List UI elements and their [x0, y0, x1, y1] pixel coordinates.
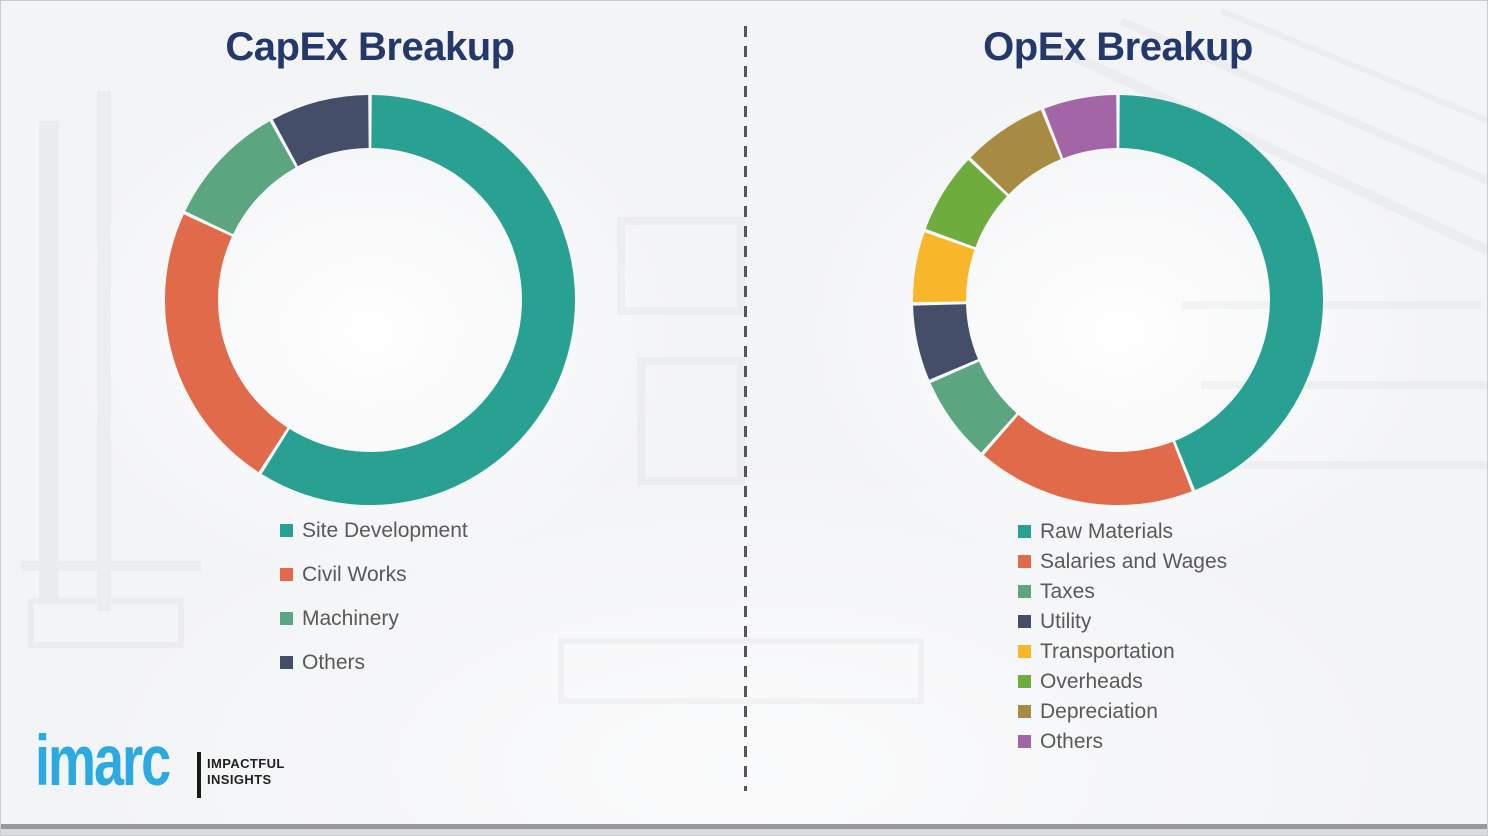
- legend-label: Raw Materials: [1040, 519, 1174, 543]
- imarc-logo-separator-bar: [197, 752, 201, 798]
- bottom-border-line: [1, 824, 1487, 829]
- legend-item-others: Others: [1018, 726, 1227, 756]
- legend-swatch: [1018, 674, 1031, 688]
- donut-segment-transportation: [912, 232, 975, 303]
- legend-swatch: [280, 655, 293, 669]
- capex-legend: Site Development Civil Works Machinery Othe…: [280, 508, 468, 684]
- legend-swatch: [1018, 524, 1031, 538]
- legend-item-transportation: Transportation: [1018, 636, 1227, 666]
- legend-label: Others: [302, 650, 366, 674]
- legend-label: Transportation: [1040, 639, 1175, 663]
- donut-segment-overheads: [925, 160, 1007, 248]
- legend-label: Taxes: [1040, 579, 1095, 603]
- legend-swatch: [280, 523, 293, 537]
- legend-item-civil-works: Civil Works: [280, 552, 468, 596]
- imarc-tagline-line1: IMPACTFUL: [207, 756, 285, 771]
- legend-swatch: [280, 611, 293, 625]
- legend-swatch: [280, 567, 293, 581]
- legend-item-utility: Utility: [1018, 606, 1227, 636]
- legend-label: Utility: [1040, 609, 1092, 633]
- imarc-logo-tagline: IMPACTFUL INSIGHTS: [207, 756, 285, 788]
- donut-segment-others: [1044, 95, 1117, 159]
- bottom-border-strip: [1, 829, 1487, 835]
- legend-item-salaries-and-wages: Salaries and Wages: [1018, 546, 1227, 576]
- legend-label: Salaries and Wages: [1040, 549, 1228, 573]
- legend-item-depreciation: Depreciation: [1018, 696, 1227, 726]
- legend-swatch: [1018, 554, 1031, 568]
- donut-segment-salaries-and-wages: [983, 414, 1192, 506]
- legend-label: Depreciation: [1040, 699, 1158, 723]
- legend-item-taxes: Taxes: [1018, 576, 1227, 606]
- legend-item-machinery: Machinery: [280, 596, 468, 640]
- center-dashed-divider: [744, 26, 747, 791]
- legend-label: Overheads: [1040, 669, 1143, 693]
- capex-donut-chart: [165, 95, 576, 506]
- opex-legend: Raw Materials Salaries and Wages Taxes Util…: [1018, 516, 1227, 756]
- imarc-logo-wordmark: imarc: [35, 721, 171, 802]
- donut-segment-civil-works: [165, 214, 288, 473]
- legend-label: Site Development: [302, 518, 468, 542]
- donut-segment-others: [272, 95, 369, 167]
- donut-segment-taxes: [930, 361, 1017, 453]
- legend-label: Machinery: [302, 606, 399, 630]
- legend-label: Others: [1040, 729, 1104, 753]
- legend-swatch: [1018, 734, 1031, 748]
- donut-segment-raw-materials: [1119, 95, 1324, 490]
- imarc-tagline-line2: INSIGHTS: [207, 772, 272, 787]
- capex-title: CapEx Breakup: [225, 25, 515, 69]
- donut-segment-machinery: [185, 121, 296, 235]
- donut-segment-depreciation: [970, 110, 1061, 195]
- opex-donut-chart: [912, 95, 1324, 506]
- legend-swatch: [1018, 584, 1031, 598]
- donut-segment-utility: [913, 304, 978, 380]
- legend-swatch: [1018, 704, 1031, 718]
- legend-item-overheads: Overheads: [1018, 666, 1227, 696]
- legend-swatch: [1018, 614, 1031, 628]
- legend-swatch: [1018, 644, 1031, 658]
- legend-label: Civil Works: [302, 562, 407, 586]
- legend-item-others: Others: [280, 640, 468, 684]
- legend-item-raw-materials: Raw Materials: [1018, 516, 1227, 546]
- opex-title: OpEx Breakup: [983, 25, 1253, 69]
- legend-item-site-development: Site Development: [280, 508, 468, 552]
- donut-segment-site-development: [261, 95, 576, 506]
